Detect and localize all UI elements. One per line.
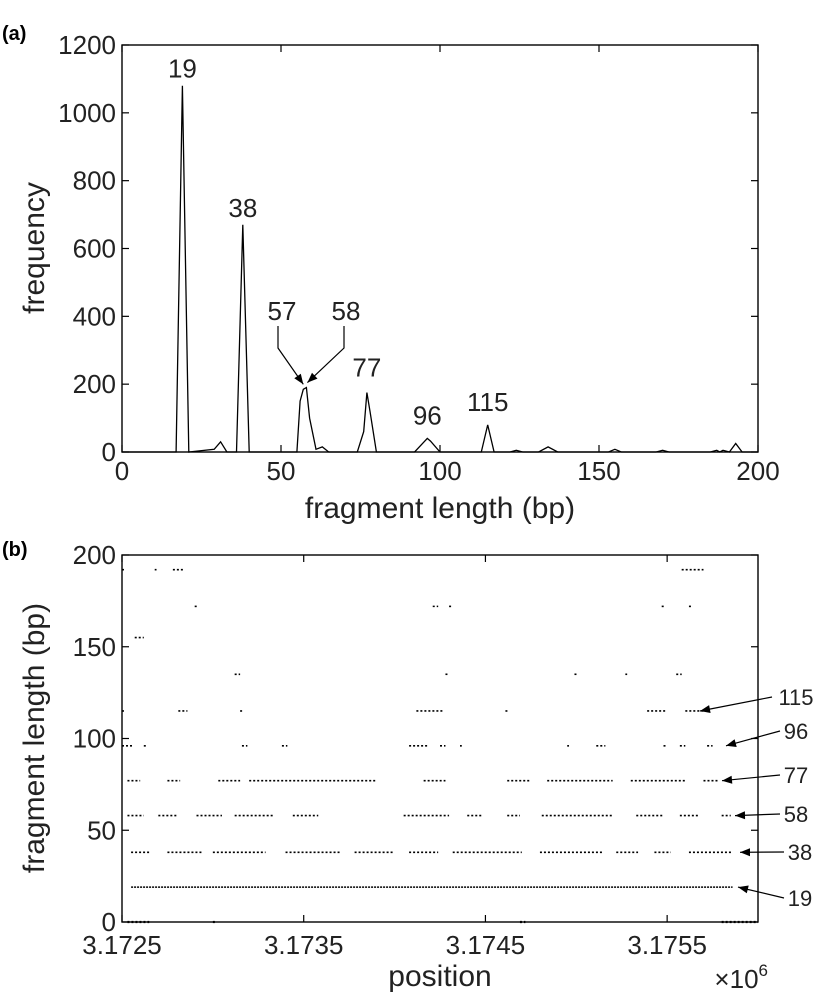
b-arrow-19-head	[738, 885, 749, 894]
a-x-tick-label: 150	[577, 456, 620, 486]
a-peak-label-19: 19	[168, 54, 197, 84]
a-arrow-57-head	[294, 373, 304, 385]
a-arrow-58-head	[307, 372, 318, 383]
a-y-tick-label: 400	[73, 301, 116, 331]
x-multiplier-exponent: 6	[759, 961, 768, 980]
position-scatter-points	[122, 568, 758, 924]
a-y-tick-label: 1200	[58, 30, 116, 60]
b-arrow-38-head	[740, 848, 750, 857]
x-multiplier-base: ×10	[714, 964, 758, 994]
b-arrow-58-head	[735, 811, 746, 820]
panel-b-x-axis-label: position	[388, 960, 491, 993]
panel-b-axes-box	[121, 554, 759, 923]
b-band-label-38: 38	[788, 840, 812, 865]
a-x-tick-label: 50	[267, 456, 296, 486]
a-peak-label-58: 58	[332, 296, 361, 326]
b-arrow-115	[699, 696, 773, 712]
a-x-tick-label: 0	[115, 456, 129, 486]
b-y-tick-label: 150	[73, 632, 116, 662]
b-x-tick-label: 3.1725	[82, 930, 162, 960]
b-arrow-115-head	[700, 705, 711, 713]
panel-a-peak-annotations: 19 38 77 96 115 57 58	[168, 54, 508, 431]
a-y-tick-label: 800	[73, 166, 116, 196]
a-y-tick-label: 600	[73, 234, 116, 264]
panel-b-label: (b)	[2, 539, 28, 561]
a-peak-label-38: 38	[228, 193, 257, 223]
a-y-tick-label: 0	[102, 437, 116, 467]
panel-a-axes-box	[121, 44, 759, 453]
b-arrow-96-head	[726, 739, 737, 747]
b-arrow-77-head	[722, 775, 733, 784]
a-x-tick-label: 100	[418, 456, 461, 486]
b-y-tick-label: 50	[87, 815, 116, 845]
b-y-tick-label: 0	[102, 907, 116, 937]
b-band-label-58: 58	[784, 802, 808, 827]
b-x-tick-label: 3.1755	[627, 930, 707, 960]
a-peak-label-96: 96	[413, 400, 442, 430]
x-multiplier: ×106	[714, 961, 768, 994]
b-x-tick-label: 3.1735	[264, 930, 344, 960]
a-peak-label-115: 115	[467, 387, 508, 417]
a-arrow-57	[277, 326, 304, 385]
panel-a-ticks: 0 50 100 150 200 0 200 400 600 800 1000 1200	[58, 30, 780, 486]
panel-b-ticks: 3.1725 3.1735 3.1745 3.1755 0 50 100 150 200	[73, 540, 758, 960]
a-y-tick-label: 200	[73, 369, 116, 399]
b-x-tick-label: 3.1745	[446, 930, 526, 960]
panel-a: (a) 0 50 100 150 200 0 200 400 600 800 1000 1200 19…	[2, 23, 780, 525]
panel-b-band-annotations: 115 96 77 58 38 19	[699, 685, 814, 911]
b-y-tick-label: 200	[73, 540, 116, 570]
frequency-series-line	[122, 85, 758, 453]
a-x-tick-label: 200	[736, 456, 779, 486]
a-peak-label-77: 77	[352, 353, 381, 383]
b-band-label-96: 96	[784, 719, 808, 744]
panel-a-label: (a)	[2, 23, 26, 45]
a-arrow-58	[306, 326, 345, 384]
panel-b: (b) 3.1725 3.1735 3.1745 3.1755 0 50 100 150 200…	[2, 539, 814, 994]
a-y-tick-label: 1000	[58, 98, 116, 128]
b-band-label-19: 19	[788, 886, 812, 911]
panel-a-y-axis-label: frequency	[18, 182, 51, 314]
b-band-label-77: 77	[784, 763, 808, 788]
b-band-label-115: 115	[778, 685, 813, 710]
a-peak-label-57: 57	[268, 296, 297, 326]
b-y-tick-label: 100	[73, 724, 116, 754]
panel-b-y-axis-label: fragment length (bp)	[18, 603, 51, 873]
panel-a-x-axis-label: fragment length (bp)	[305, 492, 575, 525]
